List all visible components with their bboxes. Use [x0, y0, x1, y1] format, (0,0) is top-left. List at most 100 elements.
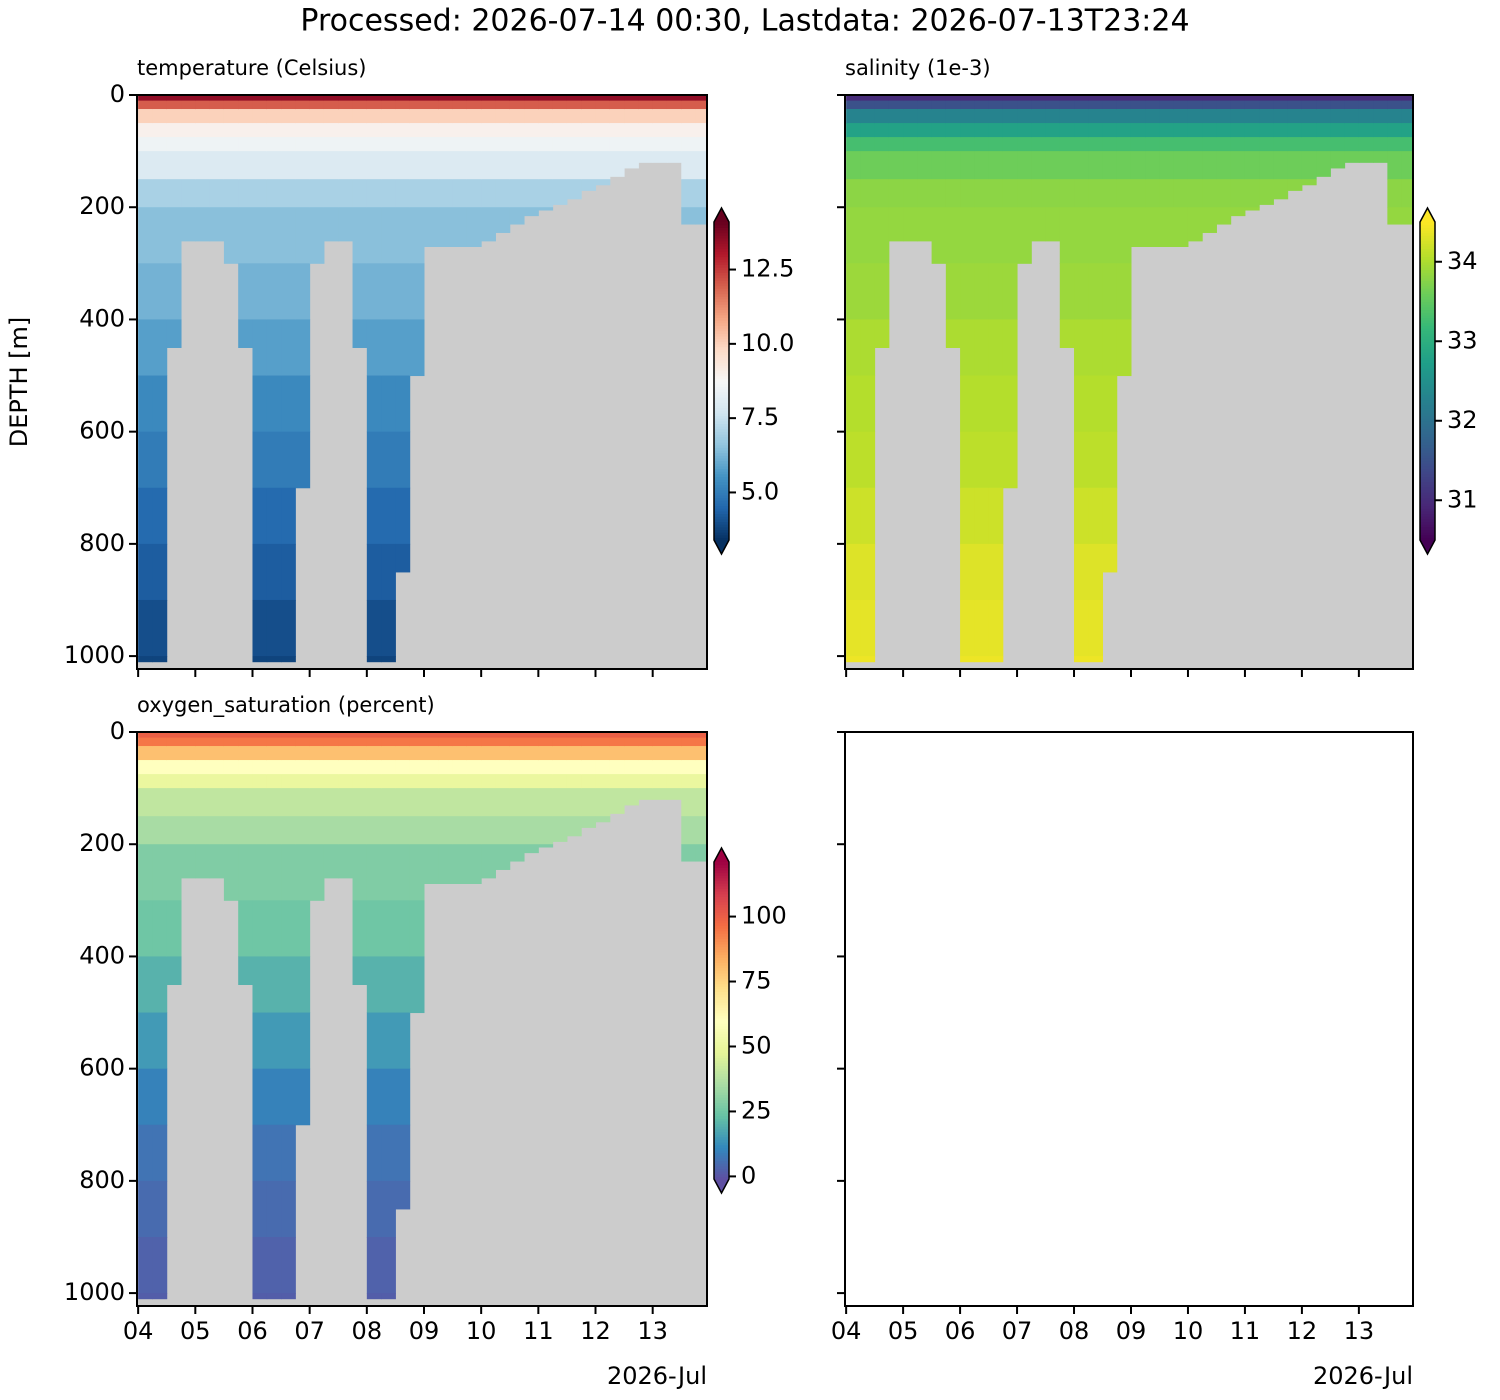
heatmap-cell: [366, 375, 382, 433]
heatmap-cell: [695, 746, 707, 761]
heatmap-cell: [366, 179, 382, 208]
colorbar-slice: [1420, 457, 1435, 462]
heatmap-cell: [209, 137, 225, 152]
heatmap-cell: [452, 109, 468, 124]
heatmap-cell: [652, 137, 668, 152]
heatmap-cell: [681, 109, 697, 124]
colorbar-slice: [714, 510, 729, 515]
heatmap-cell: [438, 137, 454, 152]
colorbar-slice: [714, 370, 729, 374]
heatmap-cell: [1373, 109, 1388, 124]
heatmap-cell: [960, 95, 975, 102]
y-tick-label: 200: [79, 829, 125, 857]
heatmap-cell: [945, 95, 961, 102]
colorbar-slice: [714, 1118, 729, 1122]
heatmap-cell: [1316, 123, 1331, 138]
heatmap-cell: [481, 137, 496, 152]
heatmap-cell: [309, 137, 325, 152]
colorbar-slice: [1420, 304, 1435, 308]
heatmap-cell: [395, 543, 411, 573]
heatmap-cell: [624, 746, 639, 761]
heatmap-cell: [181, 207, 196, 242]
heatmap-cell: [452, 151, 468, 180]
colorbar-slice: [714, 1176, 729, 1180]
colorbar-slice: [714, 365, 729, 369]
heatmap-cell: [1287, 179, 1303, 191]
heatmap-cell: [281, 207, 296, 264]
heatmap-cell: [152, 737, 168, 747]
colorbar-slice: [1420, 473, 1435, 477]
colorbar-slice: [714, 431, 729, 435]
heatmap-cell: [524, 100, 539, 110]
heatmap-cell: [266, 137, 282, 152]
panel-title: salinity (1e-3): [845, 56, 991, 80]
colorbar-slice: [1420, 253, 1435, 258]
colorbar-tick-label: 75: [741, 967, 772, 995]
heatmap-cell: [1387, 123, 1403, 138]
heatmap-cell: [352, 207, 368, 264]
heatmap-cell: [223, 760, 239, 775]
colorbar-slice: [714, 1157, 729, 1162]
heatmap-cell: [238, 900, 253, 957]
colorbar-slice: [714, 227, 729, 231]
colorbar-slice: [714, 875, 729, 879]
heatmap-cell: [846, 263, 861, 320]
heatmap-cell: [1273, 151, 1289, 180]
heatmap-cell: [395, 732, 411, 739]
colorbar-slice: [714, 978, 729, 982]
heatmap-cell: [524, 137, 539, 152]
heatmap-cell: [524, 788, 539, 817]
heatmap-cell: [1401, 95, 1413, 102]
heatmap-cell: [195, 746, 211, 761]
colorbar-slice: [714, 529, 729, 533]
colorbar-slice: [1420, 447, 1435, 451]
heatmap-cell: [295, 179, 311, 208]
colorbar-slice: [1420, 288, 1435, 292]
heatmap-cell: [595, 732, 611, 739]
heatmap-cell: [917, 123, 933, 138]
colorbar-slice: [1420, 524, 1435, 528]
heatmap-cell: [281, 1124, 296, 1182]
colorbar-slice: [714, 386, 729, 390]
heatmap-cell: [266, 1236, 282, 1294]
heatmap-cell: [988, 123, 1004, 138]
heatmap-cell: [295, 207, 311, 264]
x-tick-label: 11: [1230, 1317, 1261, 1345]
heatmap-cell: [552, 816, 568, 842]
heatmap-cell: [295, 263, 311, 320]
x-tick-label: 08: [1059, 1317, 1090, 1345]
heatmap-cell: [903, 109, 918, 124]
y-tick-label: 200: [79, 192, 125, 220]
heatmap-cell: [352, 746, 368, 761]
colorbar-slice: [1420, 404, 1435, 409]
colorbar-slice: [714, 306, 729, 311]
heatmap-cell: [1031, 100, 1047, 110]
heatmap-cell: [1116, 100, 1132, 110]
colorbar-slice: [714, 891, 729, 895]
colorbar-slice: [714, 434, 729, 438]
heatmap-cell: [1059, 319, 1075, 348]
colorbar-slice: [714, 351, 729, 356]
heatmap-cell: [609, 737, 625, 747]
colorbar-slice: [714, 280, 729, 284]
heatmap-cell: [466, 788, 482, 817]
heatmap-cell: [681, 760, 697, 775]
colorbar-slice: [714, 479, 729, 483]
heatmap-cell: [395, 956, 411, 1014]
heatmap-cell: [888, 137, 904, 152]
heatmap-cell: [1316, 137, 1331, 152]
colorbar-slice: [714, 359, 729, 364]
colorbar-slice: [1420, 439, 1435, 443]
heatmap-cell: [1187, 95, 1203, 102]
colorbar-slice: [714, 1126, 729, 1130]
colorbar-slice: [714, 402, 729, 406]
heatmap-cell: [1017, 151, 1032, 180]
heatmap-cell: [903, 137, 918, 152]
heatmap-cell: [681, 137, 697, 152]
heatmap-cell: [452, 95, 468, 102]
heatmap-cell: [960, 487, 975, 545]
heatmap-cell: [152, 816, 168, 845]
heatmap-cell: [381, 844, 396, 901]
heatmap-cell: [166, 774, 182, 789]
colorbar-slice: [1420, 428, 1435, 432]
